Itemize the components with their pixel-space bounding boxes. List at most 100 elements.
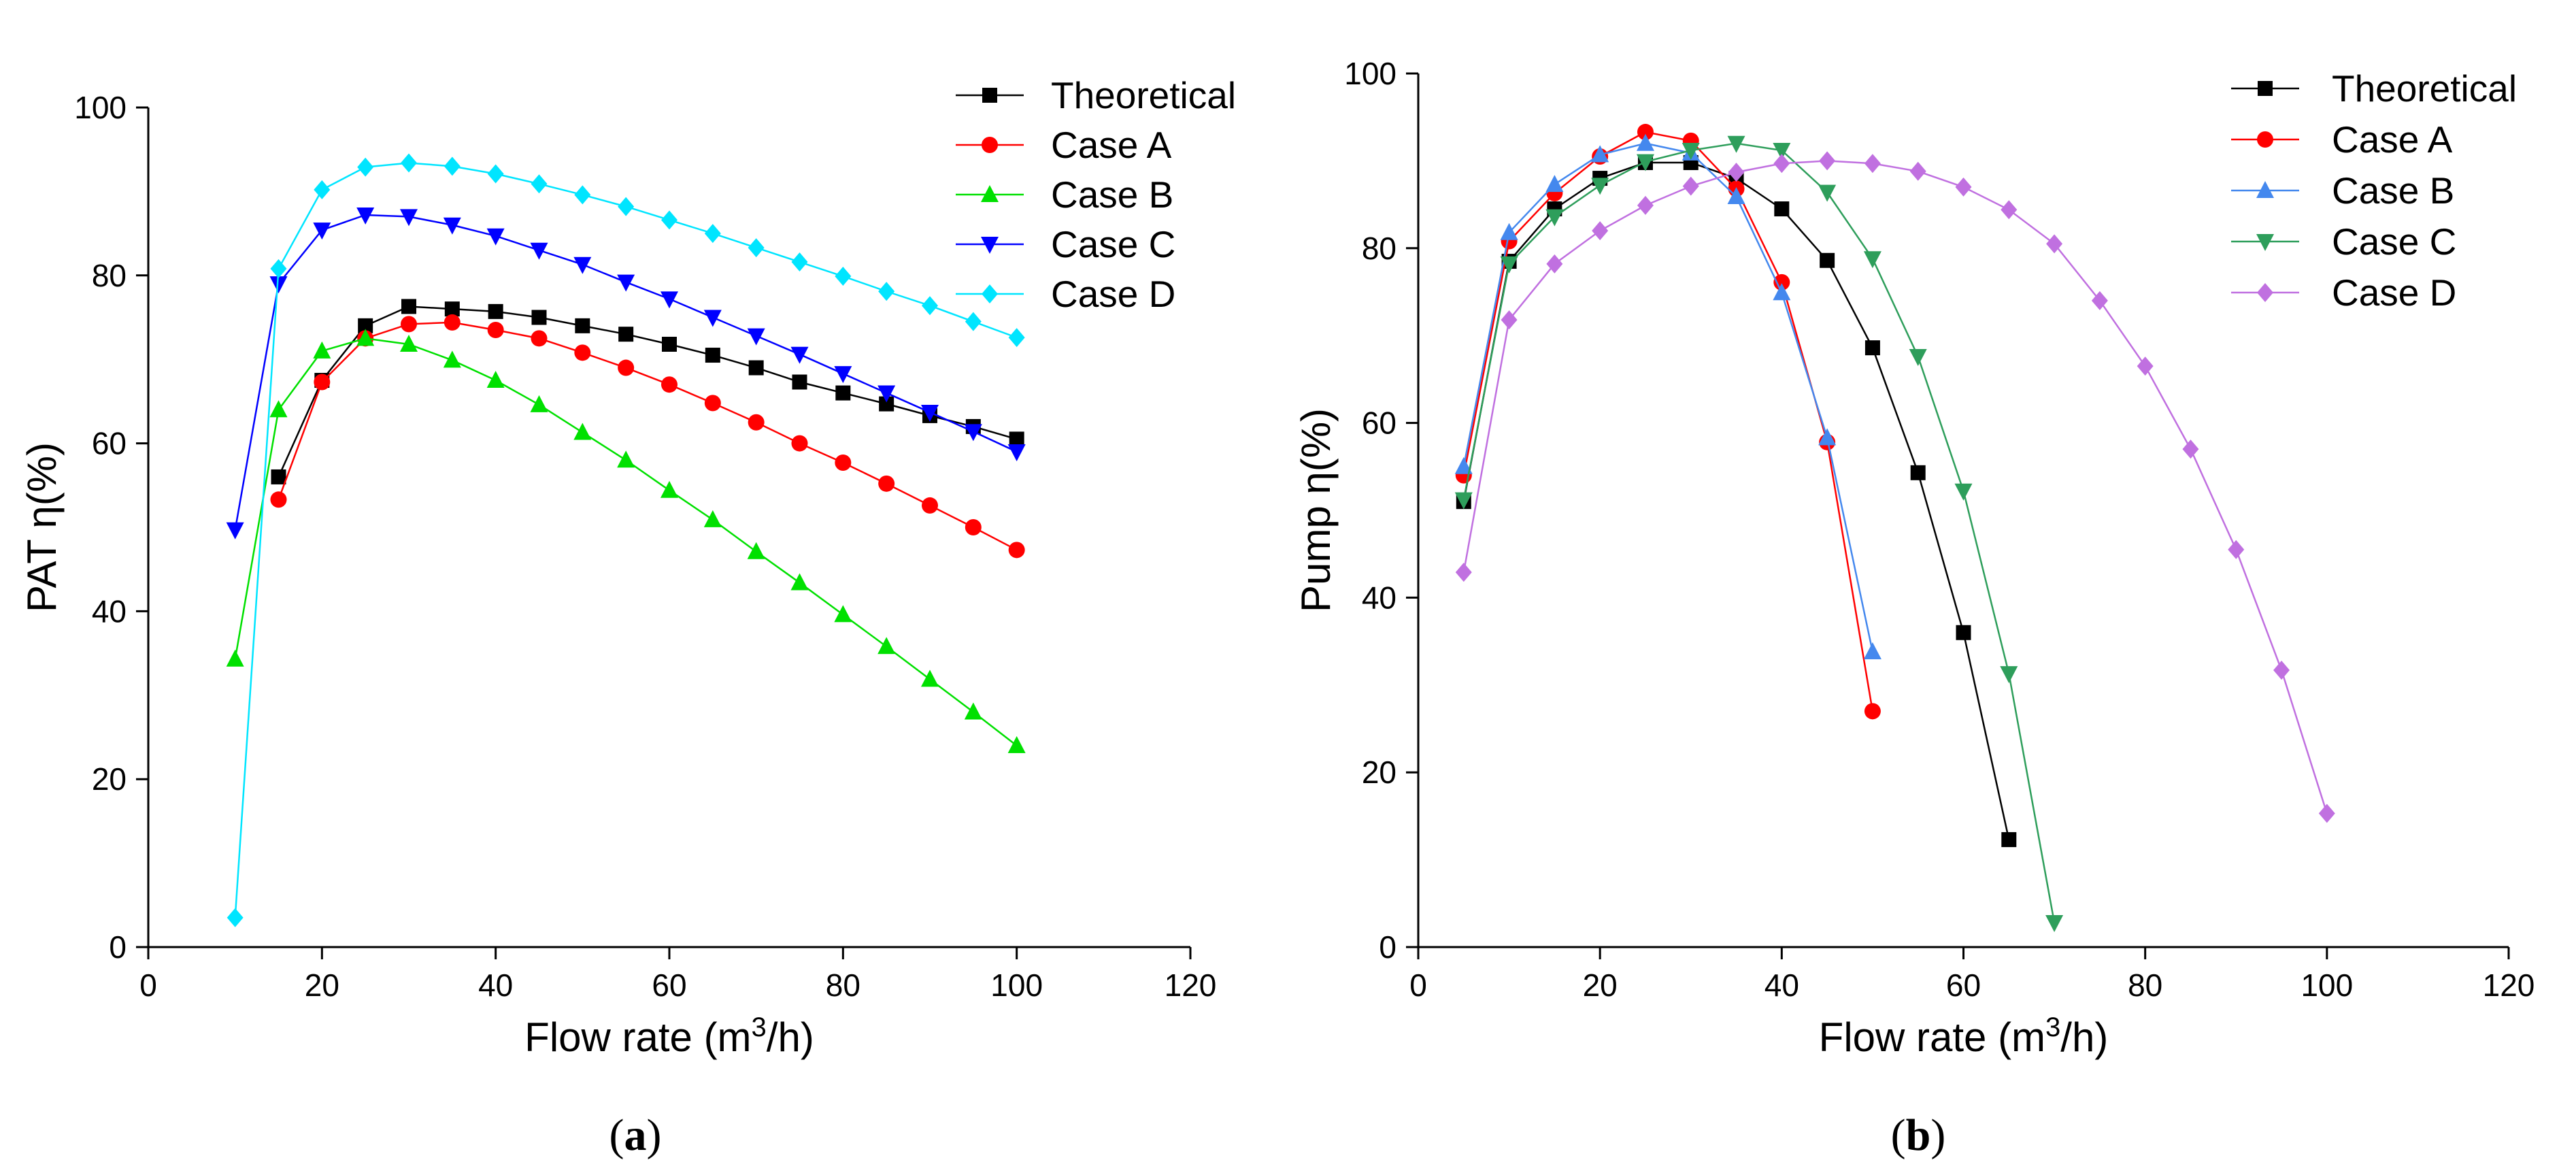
data-point-case-a-a — [1008, 542, 1025, 559]
x-tick-label-b: 120 — [2483, 967, 2535, 1003]
y-axis-title-b: Pump η(%) — [1293, 408, 1339, 612]
legend-item-theoretical-a: Theoretical — [956, 74, 1236, 116]
legend-item-case-a-b: Case A — [2231, 118, 2453, 161]
series-case-a-a — [270, 314, 1025, 559]
data-point-case-d-a — [531, 174, 548, 194]
data-point-case-a-a — [270, 491, 287, 508]
y-tick-label-b: 0 — [1379, 929, 1396, 965]
data-point-case-a-a — [878, 475, 895, 492]
data-point-case-b-a — [877, 637, 896, 655]
data-point-case-d-b — [2318, 804, 2335, 823]
x-tick-label-a: 60 — [652, 967, 686, 1003]
data-point-case-d-a — [314, 180, 331, 199]
data-point-theoretical-a — [401, 299, 416, 314]
y-tick-label-b: 60 — [1362, 406, 1396, 441]
y-tick-label-a: 20 — [92, 761, 127, 797]
data-point-case-d-a — [401, 153, 417, 173]
data-point-case-c-a — [834, 366, 852, 384]
data-point-case-c-a — [660, 291, 678, 309]
data-point-theoretical-b — [1864, 340, 1880, 356]
data-point-case-b-a — [834, 605, 852, 623]
y-tick-label-b: 80 — [1362, 231, 1396, 266]
data-point-case-a-a — [704, 395, 721, 412]
data-point-case-c-b — [2000, 666, 2018, 684]
data-point-case-b-a — [269, 400, 288, 418]
data-point-case-b-a — [790, 573, 809, 591]
series-line-theoretical-b — [1462, 161, 2010, 840]
data-point-case-d-a — [1008, 328, 1025, 348]
data-point-case-c-b — [1636, 154, 1654, 171]
legend-marker-case-d-a — [982, 284, 998, 303]
x-tick-label-a: 80 — [826, 967, 860, 1003]
legend-item-case-c-a: Case C — [956, 223, 1175, 265]
data-point-case-d-a — [878, 282, 895, 301]
data-point-case-b-a — [703, 510, 722, 527]
data-point-case-d-a — [618, 197, 635, 216]
data-point-case-d-b — [1728, 163, 1745, 182]
data-point-case-c-a — [747, 328, 765, 346]
data-point-case-a-a — [574, 344, 591, 361]
data-point-case-c-a — [313, 222, 331, 240]
data-point-case-d-a — [965, 312, 982, 331]
y-tick-label-a: 60 — [92, 426, 127, 461]
legend-marker-case-a-b — [2257, 131, 2273, 148]
data-point-case-d-b — [2228, 540, 2245, 559]
legend-label-case-c-a: Case C — [1051, 223, 1175, 265]
data-point-case-d-a — [444, 156, 461, 176]
data-point-case-c-a — [921, 404, 939, 422]
data-point-case-c-b — [1863, 251, 1881, 269]
data-point-case-c-a — [530, 242, 548, 260]
data-point-case-c-b — [1500, 256, 1518, 274]
data-point-case-a-a — [922, 497, 938, 514]
panel-label-a: (a) — [609, 1110, 662, 1160]
data-point-case-c-b — [1454, 492, 1473, 510]
x-tick-label-b: 20 — [1583, 967, 1618, 1003]
data-point-case-d-b — [1909, 161, 1926, 181]
data-point-case-b-a — [226, 649, 244, 667]
data-point-case-c-a — [617, 274, 635, 292]
series-line-case-a-b — [1462, 131, 1874, 712]
legend-label-case-d-b: Case D — [2332, 271, 2456, 314]
data-point-case-b-a — [1007, 735, 1026, 753]
x-axis-title-a: Flow rate (m3/h) — [524, 1012, 814, 1060]
x-tick-label-b: 40 — [1764, 967, 1799, 1003]
x-tick-label-a: 40 — [478, 967, 513, 1003]
series-theoretical-a — [271, 299, 1024, 484]
x-tick-label-a: 100 — [990, 967, 1043, 1003]
x-tick-label-b: 100 — [2301, 967, 2353, 1003]
legend-label-case-c-b: Case C — [2332, 220, 2456, 263]
legend-marker-case-c-b — [2256, 234, 2274, 251]
data-point-theoretical-b — [1820, 252, 1835, 268]
legend-marker-case-d-b — [2257, 283, 2273, 302]
chart-panel-b: 0 20 40 60 80 100 120 0 20 40 60 80 100 Flow rate (m3… — [1293, 56, 2535, 1060]
data-point-case-b-a — [573, 423, 592, 440]
data-point-case-d-b — [1682, 176, 1699, 196]
data-point-case-d-a — [835, 267, 852, 286]
data-point-case-b-a — [964, 702, 982, 720]
data-point-case-d-a — [922, 296, 938, 316]
data-point-case-c-a — [226, 522, 244, 540]
data-point-case-c-b — [1682, 142, 1700, 160]
data-point-case-c-a — [573, 256, 592, 274]
series-case-d-a — [227, 153, 1025, 927]
data-point-case-b-b — [1454, 457, 1473, 474]
data-point-case-c-b — [1727, 135, 1745, 153]
data-point-case-b-a — [530, 395, 548, 412]
data-point-case-d-b — [1546, 254, 1563, 274]
data-point-theoretical-b — [1910, 465, 1926, 480]
series-line-case-d-b — [1462, 160, 2328, 814]
data-point-case-a-a — [444, 314, 461, 331]
data-point-case-b-a — [356, 329, 375, 346]
y-tick-label-b: 100 — [1344, 56, 1396, 91]
data-point-case-b-a — [747, 542, 765, 559]
data-point-case-a-a — [661, 376, 678, 393]
data-point-case-d-a — [661, 210, 678, 230]
series-theoretical-b — [1456, 154, 2017, 848]
chart-panel-a: 0 20 40 60 80 100 120 0 20 40 60 80 100 Flow rate (m3… — [19, 74, 1236, 1060]
data-point-case-d-b — [1455, 563, 1472, 582]
x-tick-label-b: 60 — [1946, 967, 1981, 1003]
legend-label-theoretical-a: Theoretical — [1051, 74, 1236, 116]
data-point-theoretical-b — [1774, 201, 1790, 217]
data-point-theoretical-a — [488, 303, 503, 319]
